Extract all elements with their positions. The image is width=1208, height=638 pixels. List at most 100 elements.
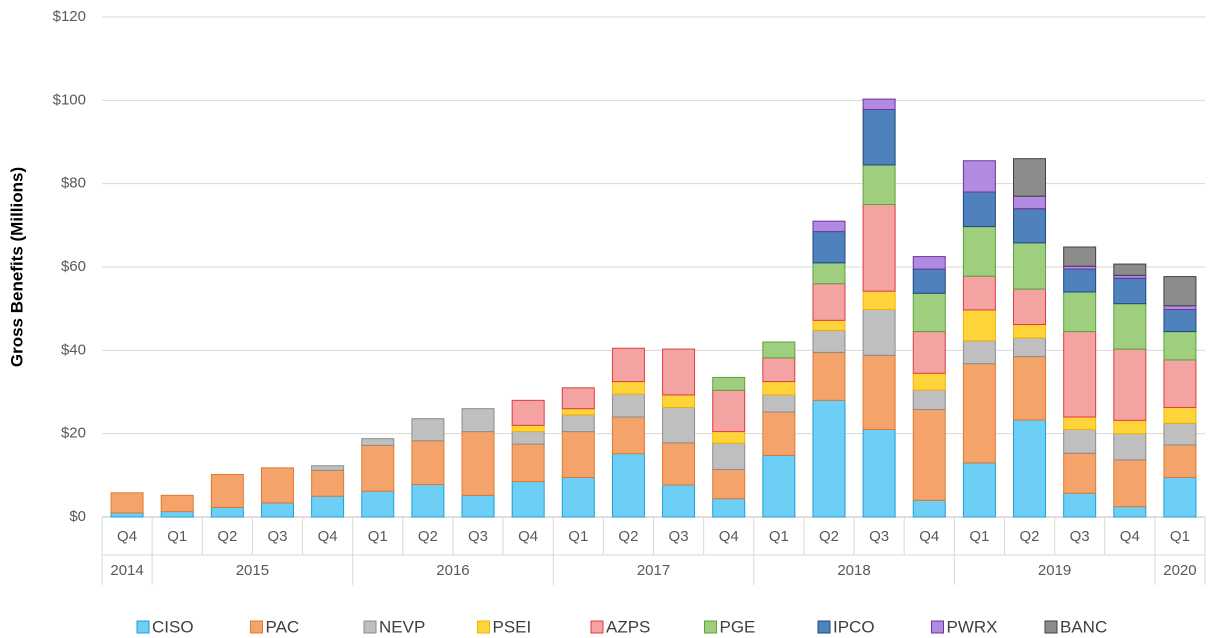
- legend-swatch: [590, 620, 604, 634]
- y-tick-label: $60: [61, 258, 86, 275]
- bar-segment: [561, 408, 595, 416]
- bar-segment: [712, 469, 746, 500]
- bar-segment: [962, 462, 996, 518]
- y-tick-label: $100: [53, 91, 86, 108]
- x-tick-label: Q1: [969, 528, 989, 545]
- bar-segment: [862, 429, 896, 518]
- x-tick-label: Q3: [468, 528, 488, 545]
- legend-swatch: [704, 620, 717, 634]
- bar-segment: [1163, 359, 1197, 408]
- x-group-label: 2014: [110, 562, 143, 579]
- bar-segment: [1113, 277, 1147, 305]
- x-tick-label: Q4: [919, 528, 939, 545]
- y-tick-label: $40: [61, 341, 86, 358]
- x-tick-label: Q4: [1120, 528, 1140, 545]
- bar-segment: [762, 341, 796, 359]
- bar-segment: [1063, 492, 1097, 518]
- bar-segment: [1063, 331, 1097, 418]
- bar-segment: [1163, 406, 1197, 424]
- bar-segment: [110, 512, 144, 518]
- bar-segment: [1113, 263, 1147, 276]
- bar-segment: [862, 354, 896, 431]
- bar-segment: [1063, 268, 1097, 293]
- bar-segment: [962, 309, 996, 342]
- bar-segment: [912, 389, 946, 410]
- bar-segment: [1113, 303, 1147, 350]
- bar-segment: [461, 494, 495, 518]
- bar-segment: [160, 494, 194, 513]
- x-tick-label: Q2: [217, 528, 237, 545]
- x-tick-label: Q1: [568, 528, 588, 545]
- bar-segment: [862, 309, 896, 356]
- bar-segment: [361, 438, 395, 446]
- bar-segment: [511, 431, 545, 445]
- bar-segment: [210, 474, 244, 508]
- bar-segment: [1113, 506, 1147, 518]
- bar-segment: [1013, 337, 1047, 358]
- x-tick-label: Q4: [318, 528, 338, 545]
- x-tick-label: Q3: [267, 528, 287, 545]
- bar-segment: [611, 393, 645, 418]
- x-group-label: 2020: [1163, 562, 1196, 579]
- bar-segment: [1163, 331, 1197, 361]
- bar-segment: [812, 351, 846, 401]
- legend-label: BANC: [1060, 617, 1107, 636]
- legend-swatch: [477, 620, 490, 634]
- y-axis-label: Gross Benefits (Millions): [7, 167, 26, 367]
- bar-segment: [361, 444, 395, 492]
- bar-segment: [912, 372, 946, 391]
- x-group-label: 2015: [236, 562, 269, 579]
- bar-segment: [662, 348, 696, 396]
- bar-segment: [411, 418, 445, 442]
- bar-segment: [311, 465, 345, 471]
- bar-segment: [962, 191, 996, 228]
- x-group-label: 2018: [837, 562, 870, 579]
- bar-segment: [611, 347, 645, 383]
- x-tick-label: Q2: [819, 528, 839, 545]
- bar-segment: [962, 363, 996, 464]
- bar-segment: [1113, 348, 1147, 421]
- bar-segment: [662, 484, 696, 518]
- x-tick-label: Q1: [1170, 528, 1190, 545]
- legend-label: PAC: [266, 617, 300, 636]
- bar-segment: [110, 492, 144, 514]
- x-tick-label: Q4: [117, 528, 137, 545]
- bar-segment: [461, 408, 495, 433]
- bar-segment: [662, 406, 696, 444]
- legend-swatch: [931, 620, 944, 634]
- bar-segment: [812, 319, 846, 331]
- bar-segment: [361, 490, 395, 518]
- bar-segment: [561, 476, 595, 518]
- bar-segment: [812, 262, 846, 285]
- bar-segment: [912, 331, 946, 374]
- bar-segment: [311, 495, 345, 518]
- bar-segment: [561, 431, 595, 478]
- bar-segment: [611, 453, 645, 518]
- bar-segment: [1063, 429, 1097, 454]
- bar-segment: [1113, 459, 1147, 508]
- bar-segment: [1013, 356, 1047, 421]
- bar-segment: [962, 275, 996, 311]
- bar-segment: [1013, 158, 1047, 197]
- legend-label: IPCO: [833, 617, 875, 636]
- bar-segment: [862, 164, 896, 206]
- bar-segment: [311, 469, 345, 497]
- x-tick-label: Q3: [669, 528, 689, 545]
- bar-segment: [962, 160, 996, 193]
- legend-label: PSEI: [493, 617, 532, 636]
- x-tick-label: Q4: [719, 528, 739, 545]
- bar-segment: [511, 399, 545, 426]
- bar-segment: [1163, 276, 1197, 307]
- bar-segment: [912, 268, 946, 294]
- legend-swatch: [250, 620, 263, 634]
- bar-segment: [511, 443, 545, 483]
- bar-segment: [762, 454, 796, 518]
- x-group-label: 2019: [1038, 562, 1071, 579]
- bar-segment: [812, 220, 846, 233]
- bar-segment: [912, 256, 946, 270]
- y-tick-label: $120: [53, 8, 86, 25]
- legend-label: NEVP: [379, 617, 425, 636]
- bar-segment: [862, 98, 896, 111]
- x-group-label: 2016: [436, 562, 469, 579]
